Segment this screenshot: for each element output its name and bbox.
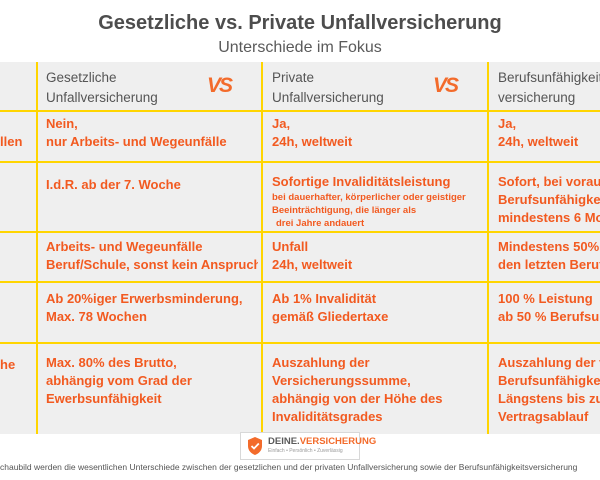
page-title: Gesetzliche vs. Private Unfallversicheru… <box>98 12 502 34</box>
table-cell: Nein, nur Arbeits- und Wegeunfälle <box>46 115 258 151</box>
cell-line: Sofort, bei vorauss <box>498 174 600 189</box>
cell-line: 24h, weltweit <box>272 257 353 272</box>
cell-line: Max. 78 Wochen <box>46 309 147 324</box>
column-header-line: Berufsunfähigkeit <box>498 70 600 85</box>
cell-line: Unfall <box>272 239 309 254</box>
row-divider <box>0 342 600 344</box>
table-cell: Ab 1% Invalidität gemäß Gliedertaxe <box>272 290 484 326</box>
cell-line: Ab 1% Invalidität <box>272 291 377 306</box>
cell-line: I.d.R. ab der 7. Woche <box>46 177 181 192</box>
cell-line: nur Arbeits- und Wegeunfälle <box>46 134 227 149</box>
cell-note-line: Beeinträchtigung, die länger als <box>272 205 417 216</box>
column-header-berufsunfaehigkeit: Berufsunfähigkeit versicherung <box>498 68 600 108</box>
table-cell: Arbeits- und Wegeunfälle Beruf/Schule, s… <box>46 238 258 274</box>
cell-line: gemäß Gliedertaxe <box>272 309 389 324</box>
table-cell: Sofortige Invaliditätsleistung bei dauer… <box>272 173 484 230</box>
page-subtitle: Unterschiede im Fokus <box>218 39 382 56</box>
cell-line: 24h, weltweit <box>498 134 579 149</box>
cell-line: den letzten Beruf <box>498 257 600 272</box>
column-divider <box>261 62 263 434</box>
cell-line: 24h, weltweit <box>272 134 353 149</box>
table-cell: Auszahlung der Versicherungssumme, abhän… <box>272 354 484 426</box>
cell-line: Ewerbsunfähigkeit <box>46 391 162 406</box>
cell-line: abhängig von der Höhe des <box>272 391 443 406</box>
vs-icon: VS <box>433 74 459 97</box>
table-cell: Sofort, bei vorauss Berufsunfähigkei min… <box>498 173 600 227</box>
cell-line: Invaliditätsgrades <box>272 409 383 424</box>
cell-line: Vertragsablauf <box>498 409 589 424</box>
table-cell: Auszahlung der v Berufsunfähigkei Längst… <box>498 354 600 426</box>
column-header-line: Gesetzliche <box>46 70 117 85</box>
table-cell: 100 % Leistung ab 50 % Berufsun <box>498 290 600 326</box>
vs-icon: VS <box>207 74 233 97</box>
cell-line: Nein, <box>46 116 78 131</box>
cell-line: Berufsunfähigkei <box>498 373 600 388</box>
footnote: chaubild werden die wesentlichen Untersc… <box>0 462 578 472</box>
row-divider <box>0 281 600 283</box>
cell-line: Ja, <box>498 116 517 131</box>
cell-note-line: drei Jahre andauert <box>276 218 365 229</box>
row-divider <box>0 110 600 112</box>
row-divider <box>0 161 600 163</box>
table-cell: Ab 20%iger Erwerbsminderung, Max. 78 Woc… <box>46 290 258 326</box>
cell-line: Berufsunfähigkei <box>498 192 600 207</box>
table-cell: Max. 80% des Brutto, abhängig vom Grad d… <box>46 354 258 408</box>
cell-line: Versicherungssumme, <box>272 373 411 388</box>
comparison-table: Gesetzliche Unfallversicherung VS Privat… <box>0 62 600 434</box>
table-cell: Ja, 24h, weltweit <box>498 115 600 151</box>
cell-line: Längstens bis zu <box>498 391 600 406</box>
cell-note-line: bei dauerhafter, körperlicher oder geist… <box>272 192 466 203</box>
column-header-private: Private Unfallversicherung <box>272 68 384 108</box>
cell-line: Beruf/Schule, sonst kein Anspruch <box>46 257 258 272</box>
cell-line: Arbeits- und Wegeunfälle <box>46 239 203 254</box>
table-cell: Mindestens 50%ig den letzten Beruf <box>498 238 600 274</box>
brand-name: DEINE.VERSICHERUNG <box>268 436 377 447</box>
shield-check-icon <box>248 437 262 455</box>
table-cell: I.d.R. ab der 7. Woche <box>46 176 258 194</box>
brand-prefix: DEINE <box>268 436 298 447</box>
column-divider <box>36 62 38 434</box>
row-divider <box>0 231 600 233</box>
row-label: llen <box>0 134 23 149</box>
brand-logo: DEINE.VERSICHERUNG Einfach • Persönlich … <box>240 432 376 460</box>
cell-line: Ab 20%iger Erwerbsminderung, <box>46 291 243 306</box>
cell-line: 100 % Leistung <box>498 291 593 306</box>
cell-line: Auszahlung der <box>272 355 370 370</box>
row-label: he <box>0 357 16 372</box>
column-header-line: versicherung <box>498 90 576 105</box>
cell-line: Sofortige Invaliditätsleistung <box>272 174 451 189</box>
table-cell: Unfall 24h, weltweit <box>272 238 484 274</box>
column-header-line: Unfallversicherung <box>46 90 158 105</box>
brand-tagline: Einfach • Persönlich • Zuverlässig <box>268 448 343 454</box>
cell-line: mindestens 6 Mo <box>498 210 600 225</box>
cell-line: Ja, <box>272 116 291 131</box>
column-header-line: Unfallversicherung <box>272 90 384 105</box>
cell-line: Auszahlung der v <box>498 355 600 370</box>
column-divider <box>487 62 489 434</box>
cell-line: abhängig vom Grad der <box>46 373 192 388</box>
cell-line: Max. 80% des Brutto, <box>46 355 177 370</box>
table-cell: Ja, 24h, weltweit <box>272 115 484 151</box>
column-header-line: Private <box>272 70 315 85</box>
column-header-gesetzliche: Gesetzliche Unfallversicherung <box>46 68 158 108</box>
cell-line: Mindestens 50%ig <box>498 239 600 254</box>
cell-line: ab 50 % Berufsun <box>498 309 600 324</box>
brand-suffix: VERSICHERUNG <box>299 436 377 447</box>
